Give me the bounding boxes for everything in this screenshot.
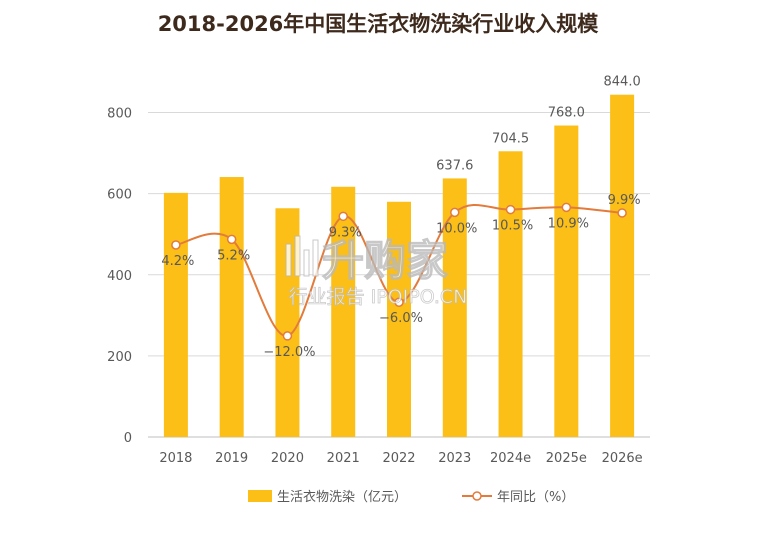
y-tick-label: 800 <box>107 107 132 122</box>
yoy-growth-markers <box>171 202 627 341</box>
x-tick-label: 2024e <box>490 451 531 466</box>
bar-value-label: 704.5 <box>492 131 529 146</box>
yoy-marker-2018 <box>171 240 181 250</box>
yoy-value-label: 10.5% <box>492 219 533 234</box>
yoy-value-label: 10.9% <box>548 216 589 231</box>
bar-2018 <box>163 192 188 437</box>
yoy-marker-2020 <box>282 331 293 341</box>
yoy-value-label: −12.0% <box>263 345 315 360</box>
chart-title: 2018-2026年中国生活衣物洗染行业收入规模 <box>158 12 600 36</box>
bar-value-label: 637.6 <box>436 158 473 173</box>
x-tick-label: 2023 <box>438 451 471 466</box>
yoy-value-label: 4.2% <box>161 254 194 269</box>
legend: 生活衣物洗染（亿元） 年同比（%） <box>248 489 574 505</box>
bar-value-label: 844.0 <box>604 75 641 90</box>
revenue-data-labels: 637.6 704.5 768.0 844.0 <box>436 75 641 174</box>
y-axis-tick-labels: 0 200 400 600 800 <box>107 107 132 446</box>
x-tick-label: 2025e <box>546 451 587 466</box>
x-tick-label: 2018 <box>159 451 192 466</box>
yoy-value-label: 9.9% <box>608 193 641 208</box>
yoy-marker-2024e <box>505 204 516 215</box>
x-tick-label: 2022 <box>382 451 415 466</box>
yoy-marker-2025e <box>561 202 572 213</box>
x-tick-label: 2020 <box>271 451 304 466</box>
legend-bar-swatch <box>248 490 272 502</box>
y-tick-label: 600 <box>107 188 132 203</box>
yoy-value-label: −6.0% <box>379 311 423 326</box>
x-axis-tick-labels: 2018 2019 2020 2021 2022 2023 2024e 2025e 2026e <box>159 451 642 466</box>
yoy-marker-2019 <box>226 234 237 245</box>
bar-2021 <box>331 186 356 437</box>
yoy-growth-line <box>175 203 623 337</box>
revenue-bar-series <box>163 94 635 438</box>
legend-line-label: 年同比（%） <box>497 490 574 505</box>
watermark-site-text: 行业报告 IPOIPO.CN <box>289 286 468 308</box>
watermark-logo-text: 升购家 <box>322 236 448 285</box>
watermark: 升购家 行业报告 IPOIPO.CN <box>285 235 468 308</box>
yoy-value-label: 9.3% <box>329 225 362 240</box>
bar-2025e <box>554 125 579 438</box>
bar-2024e <box>498 151 523 437</box>
yoy-growth-data-labels: 4.2% 5.2% −12.0% 9.3% −6.0% 10.0% 10.5% 10.9% 9.… <box>161 193 640 360</box>
legend-bar-label: 生活衣物洗染（亿元） <box>277 489 407 505</box>
bar-2022 <box>387 201 411 437</box>
x-tick-label: 2026e <box>602 451 643 466</box>
y-tick-label: 400 <box>107 269 132 284</box>
yoy-value-label: 10.0% <box>436 221 477 236</box>
bar-value-label: 768.0 <box>548 106 585 121</box>
y-tick-label: 200 <box>107 350 132 365</box>
yoy-value-label: 5.2% <box>217 248 250 263</box>
yoy-marker-2026e <box>617 208 627 218</box>
yoy-marker-2022 <box>394 297 404 307</box>
x-tick-label: 2019 <box>215 451 248 466</box>
yoy-marker-2023 <box>450 207 460 218</box>
watermark-chart-icon <box>285 235 319 277</box>
bar-2019 <box>219 177 244 438</box>
bar-2026e <box>610 94 635 437</box>
y-tick-label: 0 <box>124 431 132 446</box>
legend-line-marker <box>472 491 482 501</box>
yoy-marker-2021 <box>338 211 348 222</box>
x-tick-label: 2021 <box>327 451 360 466</box>
